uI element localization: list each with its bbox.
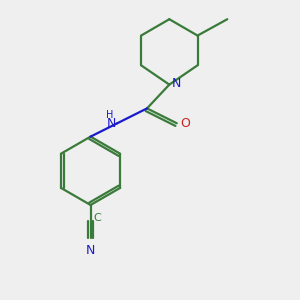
Text: C: C xyxy=(94,213,101,224)
Text: H: H xyxy=(106,110,114,120)
Text: N: N xyxy=(172,77,181,90)
Text: N: N xyxy=(86,244,95,257)
Text: O: O xyxy=(180,117,190,130)
Text: N: N xyxy=(106,117,116,130)
